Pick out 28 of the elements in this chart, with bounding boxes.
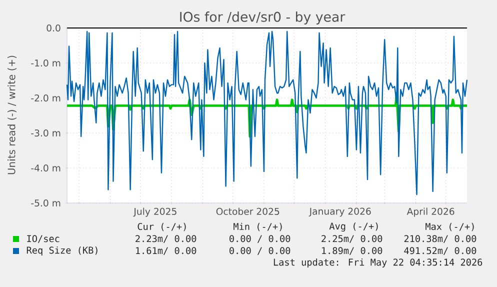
y-tick-label: -5.0 m [31, 199, 60, 207]
text: 0.00 / 0.00 [230, 247, 290, 255]
text: 491.52m/ 0.00 [404, 247, 476, 255]
text: Cur (-/+) [138, 222, 186, 232]
text: 1.89m/ 0.00 [322, 247, 382, 255]
x-tick-label: January 2026 [308, 208, 371, 217]
text: Min (-/+) [234, 222, 282, 232]
text: Avg (-/+) [329, 222, 378, 232]
legend-label: Req Size (KB) [26, 246, 98, 256]
x-tick-label: April 2026 [406, 208, 454, 217]
y-tick-label: -1.0 m [31, 59, 60, 67]
x-tick-label: July 2025 [133, 208, 176, 217]
text: 0.00 / 0.00 [230, 235, 290, 243]
text: 2.23m/ 0.00 [136, 235, 196, 243]
legend-label: IO/sec [27, 235, 60, 243]
text: Last update: Fri May 22 04:35:14 2026 [274, 258, 482, 268]
text: 210.38m/ 0.00 [404, 235, 476, 243]
y-tick-label: 0.0 [46, 24, 60, 32]
line-series [66, 30, 468, 196]
text: 1.61m/ 0.00 [136, 247, 196, 255]
text: Max (-/+) [426, 222, 474, 232]
chart-title: IOs for /dev/sr0 - by year [180, 12, 346, 24]
y-tick-label: -4.0 m [31, 164, 60, 172]
y-axis-title: Units read (-) / write (+) [8, 56, 16, 174]
x-tick-label: October 2025 [216, 208, 280, 215]
y-tick-label: -3.0 m [31, 129, 60, 137]
text: 2.25m/ 0.00 [322, 235, 382, 243]
y-tick-label: -2.0 m [31, 94, 60, 102]
